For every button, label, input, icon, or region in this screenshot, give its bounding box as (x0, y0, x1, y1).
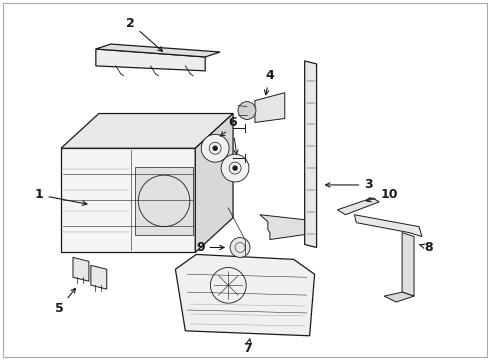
Polygon shape (96, 49, 205, 71)
Polygon shape (61, 113, 233, 148)
Text: 8: 8 (419, 241, 433, 254)
Circle shape (230, 238, 250, 257)
Circle shape (221, 154, 249, 182)
Circle shape (233, 166, 237, 170)
Polygon shape (402, 233, 414, 296)
Polygon shape (384, 292, 414, 302)
Circle shape (213, 146, 217, 150)
Circle shape (238, 102, 256, 120)
Text: 3: 3 (325, 179, 373, 192)
Text: 1: 1 (35, 188, 87, 206)
Polygon shape (260, 215, 305, 239)
Text: 10: 10 (366, 188, 398, 202)
Text: 4: 4 (265, 69, 274, 95)
Text: 5: 5 (55, 288, 75, 315)
Polygon shape (96, 44, 220, 57)
Polygon shape (135, 167, 193, 235)
Polygon shape (354, 215, 422, 237)
Polygon shape (61, 148, 196, 252)
Text: 6: 6 (228, 116, 236, 129)
Polygon shape (338, 198, 379, 215)
Circle shape (201, 134, 229, 162)
Polygon shape (196, 113, 233, 252)
Text: 9: 9 (196, 241, 224, 254)
Polygon shape (73, 257, 89, 281)
Text: 7: 7 (244, 339, 252, 355)
Polygon shape (255, 93, 285, 122)
Polygon shape (91, 265, 107, 289)
Text: 2: 2 (126, 17, 163, 51)
Polygon shape (175, 255, 315, 336)
Polygon shape (305, 61, 317, 247)
